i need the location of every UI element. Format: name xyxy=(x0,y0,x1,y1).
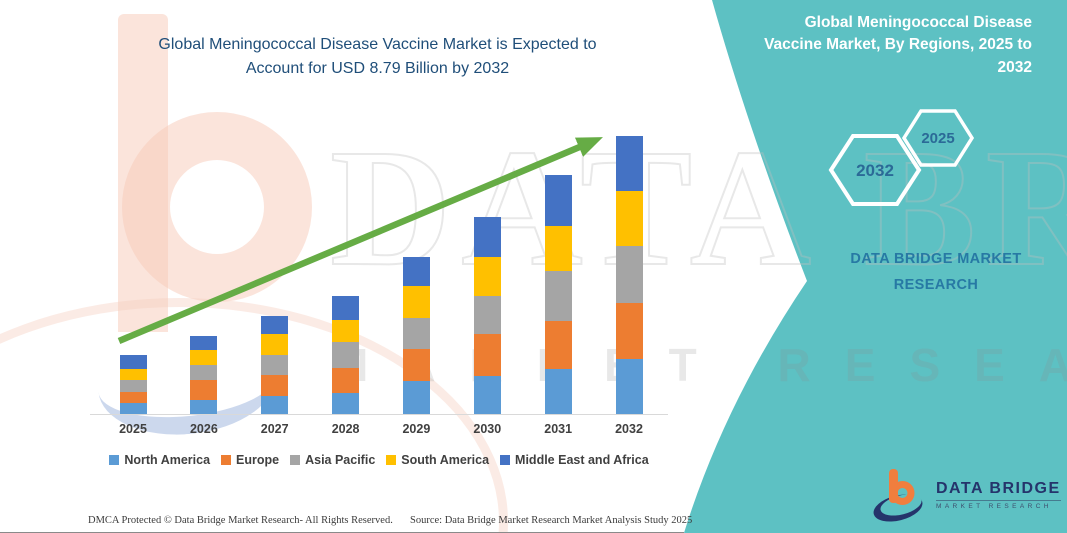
plot-area xyxy=(90,118,668,415)
legend-swatch xyxy=(221,455,232,465)
side-panel-heading-line3: 2032 xyxy=(997,58,1032,76)
bar-segment-europe xyxy=(544,320,572,369)
legend-label: North America xyxy=(124,453,211,467)
bar-segment-south-america xyxy=(119,368,147,381)
legend-swatch xyxy=(109,455,120,465)
bar-segment-middle-east-and-africa xyxy=(544,175,572,227)
bar-segment-south-america xyxy=(615,191,643,246)
bar-segment-asia-pacific xyxy=(190,365,218,381)
bar-segment-europe xyxy=(473,334,501,377)
hexagon-2032-label: 2032 xyxy=(856,161,894,180)
chart-title-line2: Account for USD 8.79 Billion by 2032 xyxy=(245,60,510,77)
bar-segment-europe xyxy=(615,302,643,359)
x-axis-label-2032: 2032 xyxy=(615,422,643,436)
side-panel-heading-line1: Global Meningococcal Disease xyxy=(804,14,1032,31)
bar-2025 xyxy=(119,355,147,414)
bar-segment-europe xyxy=(332,367,360,393)
hexagon-badges: 2032 2025 xyxy=(828,109,975,206)
footer-dmca: DMCA Protected © Data Bridge Market Rese… xyxy=(88,515,393,526)
bar-segment-europe xyxy=(402,349,430,381)
bar-segment-asia-pacific xyxy=(261,354,289,376)
bar-segment-north-america xyxy=(190,399,218,414)
legend-label: Asia Pacific xyxy=(305,453,376,467)
x-axis-labels: 2025 2026 2027 2028 2029 2030 2031 2032 xyxy=(90,422,668,440)
legend-label: Europe xyxy=(236,453,280,467)
bar-2028 xyxy=(332,296,360,414)
bar-segment-north-america xyxy=(119,402,147,414)
legend-label: South America xyxy=(401,453,490,467)
logo-tagline: MARKET RESEARCH xyxy=(936,500,1061,510)
bar-segment-middle-east-and-africa xyxy=(261,315,289,335)
x-axis-label-2031: 2031 xyxy=(544,422,573,436)
hexagon-2032 xyxy=(828,134,922,206)
bar-segment-middle-east-and-africa xyxy=(119,355,147,369)
bar-segment-asia-pacific xyxy=(615,245,643,303)
logo-name: DATA BRIDGE xyxy=(936,480,1061,497)
bar-segment-middle-east-and-africa xyxy=(190,336,218,351)
bar-segment-asia-pacific xyxy=(544,271,572,321)
bar-segment-north-america xyxy=(544,368,572,414)
bar-segment-south-america xyxy=(402,286,430,318)
legend-item: Europe xyxy=(221,453,279,467)
bar-segment-asia-pacific xyxy=(119,380,147,392)
chart-title-line1: Global Meningococcal Disease Vaccine Mar… xyxy=(158,36,597,53)
bar-segment-south-america xyxy=(261,334,289,355)
x-axis-label-2030: 2030 xyxy=(473,422,502,436)
bar-segment-asia-pacific xyxy=(332,341,360,368)
legend-swatch xyxy=(500,455,511,465)
bar-segment-south-america xyxy=(332,320,360,342)
legend-item: South America xyxy=(386,453,489,467)
x-axis-label-2027: 2027 xyxy=(260,422,289,436)
x-axis-label-2029: 2029 xyxy=(402,422,431,436)
hexagon-2025 xyxy=(901,109,975,167)
bar-segment-north-america xyxy=(332,392,360,414)
side-panel-heading: Global Meningococcal Disease Vaccine Mar… xyxy=(732,12,1032,79)
bar-segment-middle-east-and-africa xyxy=(473,217,501,258)
logo-b-icon xyxy=(873,469,923,522)
legend-swatch xyxy=(290,455,301,465)
bar-segment-asia-pacific xyxy=(402,317,430,350)
x-axis-label-2025: 2025 xyxy=(119,422,147,436)
x-axis-label-2026: 2026 xyxy=(189,422,218,436)
dbmr-logo: DATA BRIDGE MARKET RESEARCH xyxy=(872,466,1061,524)
legend-item: Middle East and Africa xyxy=(500,453,649,467)
legend-label: Middle East and Africa xyxy=(515,453,649,467)
bar-segment-north-america xyxy=(473,376,501,414)
legend-item: Asia Pacific xyxy=(290,453,375,467)
bar-segment-south-america xyxy=(544,226,572,272)
bar-2029 xyxy=(402,256,430,414)
bar-segment-middle-east-and-africa xyxy=(615,136,643,192)
hexagon-2025-label: 2025 xyxy=(921,130,954,147)
bar-2032 xyxy=(615,136,643,414)
bar-segment-europe xyxy=(261,375,289,397)
bar-2031 xyxy=(544,175,572,414)
bar-2026 xyxy=(190,336,218,414)
bar-segment-north-america xyxy=(402,380,430,414)
bar-2030 xyxy=(473,217,501,414)
bar-segment-europe xyxy=(119,391,147,403)
legend-item: North America xyxy=(109,453,210,467)
footer-source: Source: Data Bridge Market Research Mark… xyxy=(410,515,693,526)
legend-swatch xyxy=(386,455,397,465)
legend: North America Europe Asia Pacific South Ame… xyxy=(88,453,670,467)
bar-segment-north-america xyxy=(261,396,289,414)
chart-title: Global Meningococcal Disease Vaccine Mar… xyxy=(80,33,675,81)
bar-2027 xyxy=(261,315,289,414)
bar-segment-middle-east-and-africa xyxy=(402,256,430,287)
bar-segment-europe xyxy=(190,380,218,400)
bar-segment-south-america xyxy=(190,350,218,366)
x-axis-label-2028: 2028 xyxy=(331,422,360,436)
bar-segment-north-america xyxy=(615,358,643,414)
bar-segment-south-america xyxy=(473,257,501,296)
side-panel-heading-line2: Vaccine Market, By Regions, 2025 to xyxy=(764,36,1032,54)
bar-segment-middle-east-and-africa xyxy=(332,296,360,321)
brand-text: DATA BRIDGE MARKET RESEARCH xyxy=(850,251,1022,294)
bar-segment-asia-pacific xyxy=(473,295,501,335)
